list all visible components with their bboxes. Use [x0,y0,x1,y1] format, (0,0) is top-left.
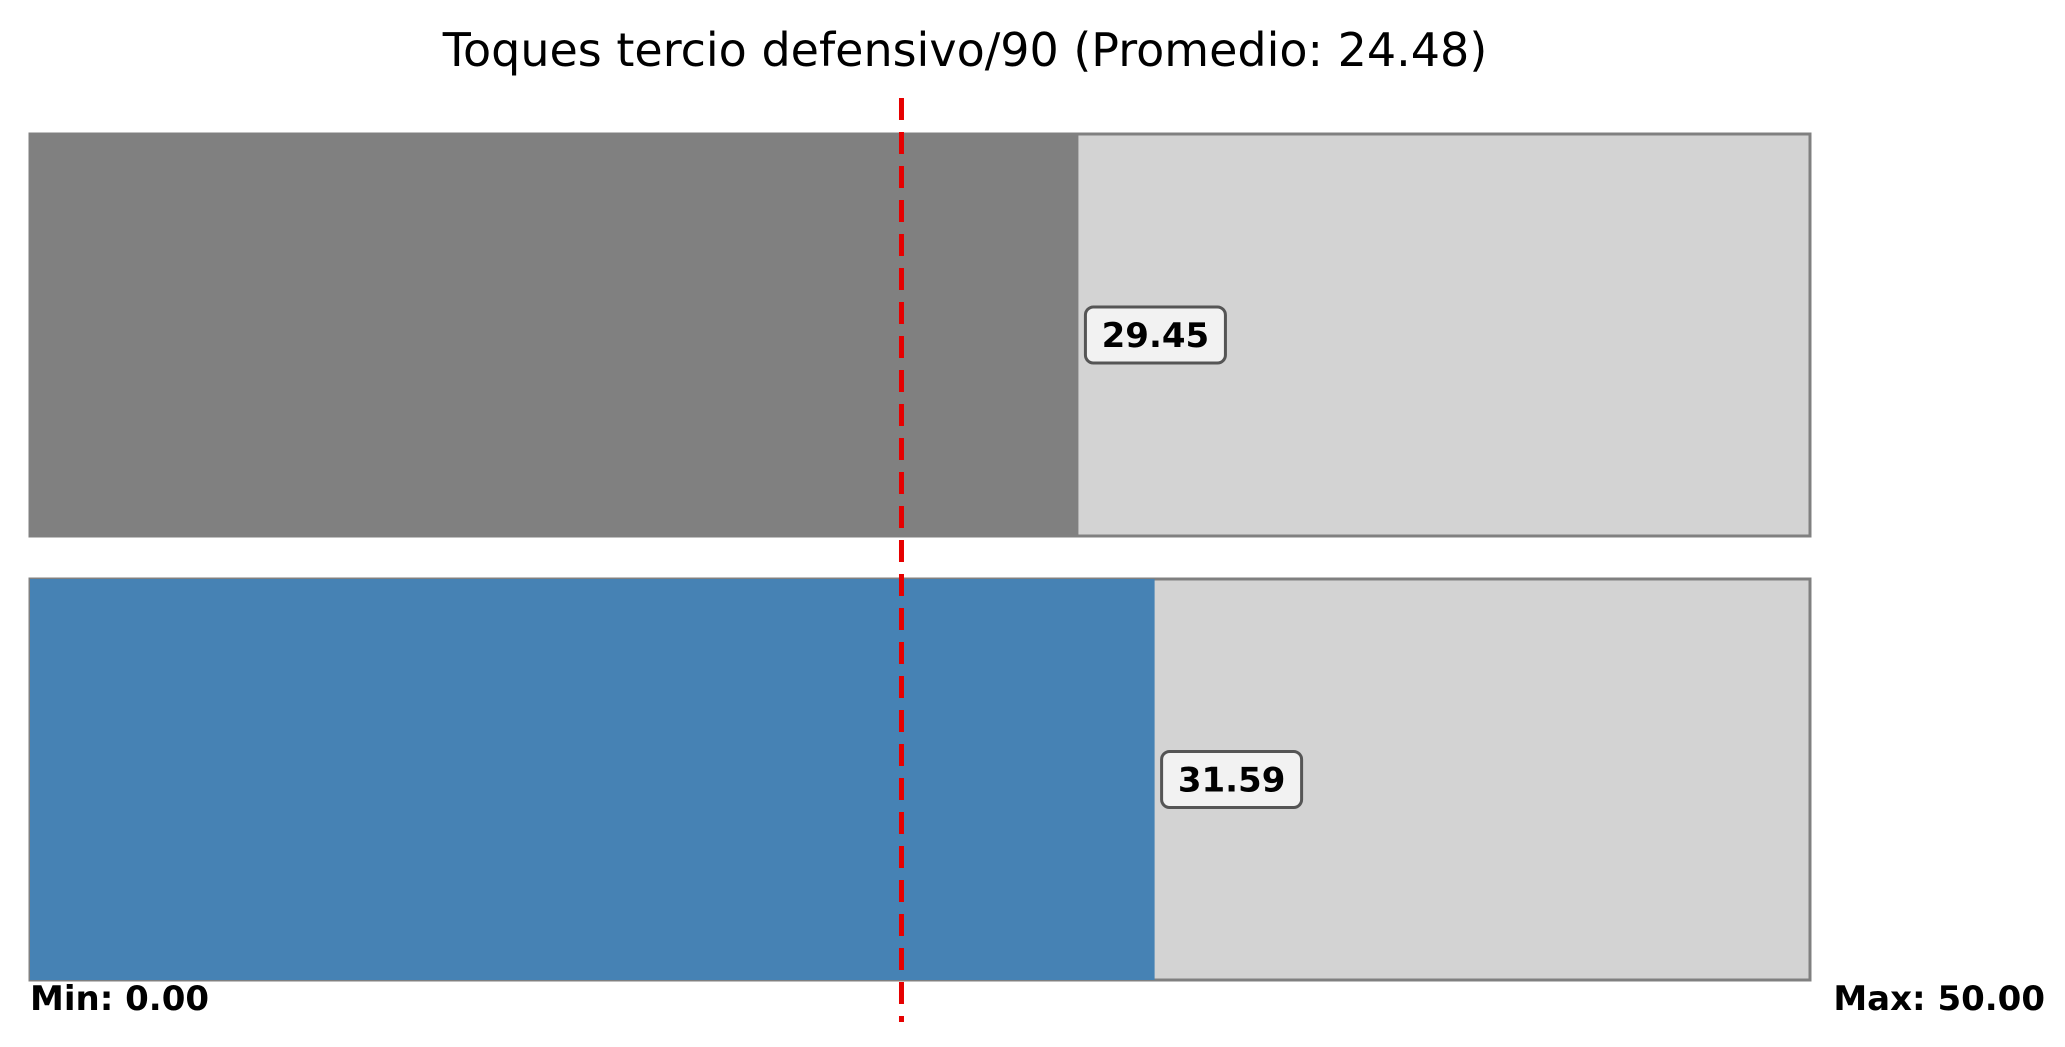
value-label-box-1 [1083,305,1227,365]
min-label: Min: 0.00 [30,979,209,1019]
chart-title: Toques tercio defensivo/90 (Promedio: 24… [442,23,1488,77]
value-label-2: 31.59 [1178,761,1286,801]
bars-layer [28,132,1812,982]
value-labels-layer: 29.45 31.59 [1083,305,1304,809]
bar-1 [30,134,1079,536]
bar-2 [30,579,1155,980]
value-label-box-2 [1160,750,1304,809]
max-label: Max: 50.00 [1833,979,2045,1019]
value-label-1: 29.45 [1102,316,1210,356]
